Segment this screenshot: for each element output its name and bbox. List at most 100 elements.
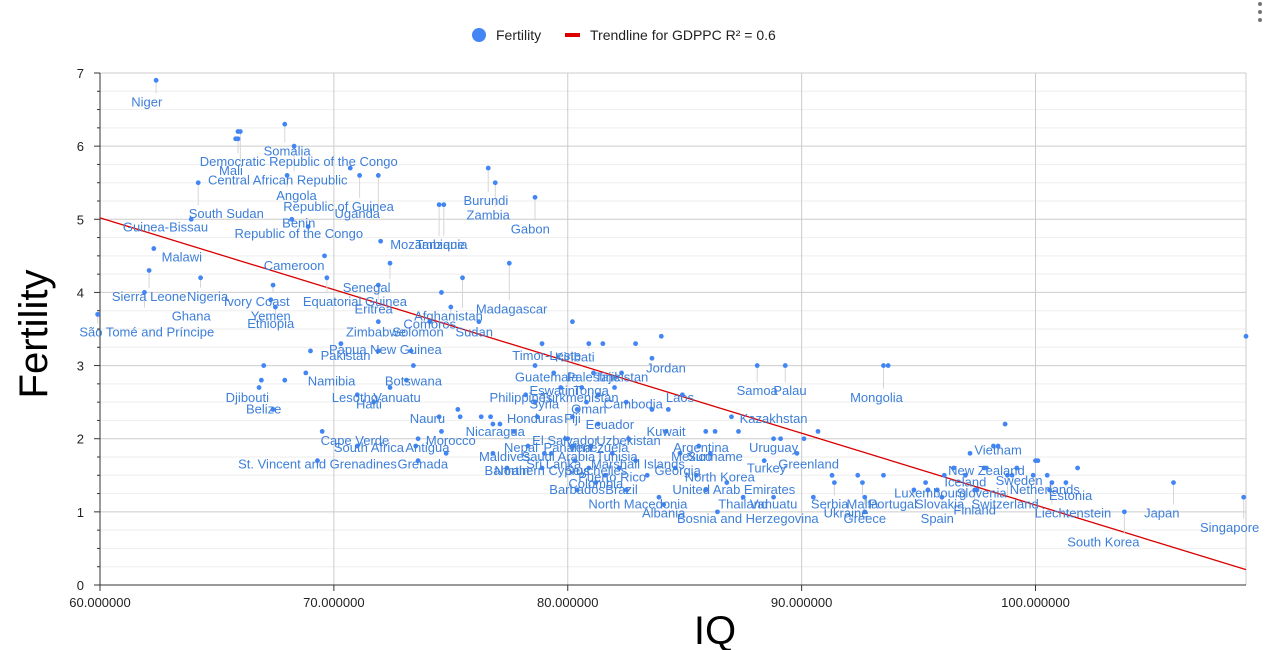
- data-point[interactable]: [1014, 465, 1020, 471]
- data-point[interactable]: [455, 407, 461, 412]
- data-point[interactable]: [1243, 333, 1249, 339]
- data-point[interactable]: [146, 268, 152, 273]
- data-point[interactable]: [570, 319, 575, 325]
- data-point[interactable]: [541, 450, 547, 456]
- data-point[interactable]: [436, 202, 442, 208]
- data-point[interactable]: [1075, 465, 1081, 471]
- data-point[interactable]: [881, 472, 886, 478]
- data-point[interactable]: [273, 304, 278, 310]
- data-point[interactable]: [1121, 509, 1127, 515]
- data-point[interactable]: [322, 253, 327, 259]
- data-point[interactable]: [586, 465, 592, 471]
- data-point[interactable]: [439, 429, 444, 434]
- data-point[interactable]: [1005, 472, 1010, 478]
- data-point[interactable]: [626, 436, 631, 442]
- data-point[interactable]: [574, 407, 580, 412]
- data-point[interactable]: [375, 319, 381, 325]
- data-point[interactable]: [1047, 487, 1052, 493]
- data-point[interactable]: [1009, 472, 1015, 478]
- data-point[interactable]: [588, 443, 594, 449]
- data-point[interactable]: [460, 275, 465, 281]
- data-point[interactable]: [490, 450, 496, 456]
- data-point[interactable]: [151, 246, 157, 251]
- data-point[interactable]: [923, 480, 928, 485]
- data-point[interactable]: [270, 407, 276, 412]
- data-point[interactable]: [233, 136, 239, 142]
- data-point[interactable]: [539, 341, 545, 347]
- data-point[interactable]: [801, 436, 807, 442]
- data-point[interactable]: [476, 319, 482, 325]
- data-point[interactable]: [270, 282, 276, 288]
- data-point[interactable]: [661, 502, 667, 507]
- data-point[interactable]: [778, 436, 783, 442]
- data-point[interactable]: [282, 377, 288, 383]
- data-point[interactable]: [235, 129, 241, 134]
- data-point[interactable]: [565, 436, 571, 442]
- data-point[interactable]: [782, 363, 788, 368]
- data-point[interactable]: [488, 414, 493, 420]
- data-point[interactable]: [1044, 472, 1050, 478]
- data-point[interactable]: [448, 304, 454, 310]
- data-point[interactable]: [1049, 480, 1055, 485]
- data-point[interactable]: [375, 348, 381, 354]
- data-point[interactable]: [644, 472, 650, 478]
- data-point[interactable]: [387, 260, 393, 266]
- data-point[interactable]: [1030, 472, 1036, 478]
- data-point[interactable]: [881, 363, 886, 368]
- data-point[interactable]: [991, 443, 996, 449]
- data-point[interactable]: [771, 436, 776, 442]
- data-point[interactable]: [441, 202, 447, 208]
- data-point[interactable]: [619, 370, 624, 376]
- data-point[interactable]: [413, 443, 419, 449]
- data-point[interactable]: [354, 443, 360, 449]
- data-point[interactable]: [338, 341, 344, 347]
- data-point[interactable]: [911, 487, 917, 493]
- data-point[interactable]: [934, 487, 940, 493]
- data-point[interactable]: [525, 443, 531, 449]
- data-point[interactable]: [616, 465, 622, 471]
- data-point[interactable]: [572, 458, 578, 464]
- data-point[interactable]: [595, 421, 601, 427]
- data-point[interactable]: [410, 363, 416, 368]
- data-point[interactable]: [649, 355, 655, 361]
- data-point[interactable]: [195, 180, 201, 186]
- data-point[interactable]: [665, 407, 671, 412]
- data-point[interactable]: [658, 333, 664, 339]
- data-point[interactable]: [715, 509, 720, 515]
- data-point[interactable]: [736, 429, 741, 434]
- data-point[interactable]: [708, 450, 713, 456]
- data-point[interactable]: [375, 173, 381, 178]
- data-point[interactable]: [548, 450, 554, 456]
- data-point[interactable]: [623, 487, 629, 493]
- data-point[interactable]: [860, 480, 865, 485]
- data-point[interactable]: [534, 414, 540, 420]
- data-point[interactable]: [703, 429, 709, 434]
- data-point[interactable]: [357, 173, 363, 178]
- data-point[interactable]: [539, 465, 545, 471]
- data-point[interactable]: [829, 472, 835, 478]
- data-point[interactable]: [319, 429, 325, 434]
- data-point[interactable]: [633, 458, 638, 464]
- data-point[interactable]: [308, 348, 313, 354]
- data-point[interactable]: [855, 472, 861, 478]
- data-point[interactable]: [485, 165, 491, 171]
- data-point[interactable]: [939, 494, 945, 500]
- data-point[interactable]: [810, 494, 816, 500]
- data-point[interactable]: [595, 392, 601, 398]
- data-point[interactable]: [532, 363, 538, 368]
- data-point[interactable]: [268, 297, 274, 303]
- data-point[interactable]: [677, 450, 683, 456]
- data-point[interactable]: [506, 260, 512, 266]
- data-point[interactable]: [600, 341, 606, 347]
- data-point[interactable]: [95, 311, 101, 317]
- data-point[interactable]: [771, 494, 776, 500]
- data-point[interactable]: [995, 443, 1001, 449]
- data-point[interactable]: [761, 458, 767, 464]
- data-point[interactable]: [862, 509, 868, 515]
- data-point[interactable]: [574, 487, 580, 493]
- data-point[interactable]: [408, 348, 414, 354]
- data-point[interactable]: [324, 275, 330, 281]
- data-point[interactable]: [649, 407, 655, 412]
- data-point[interactable]: [831, 480, 837, 485]
- data-point[interactable]: [532, 194, 538, 200]
